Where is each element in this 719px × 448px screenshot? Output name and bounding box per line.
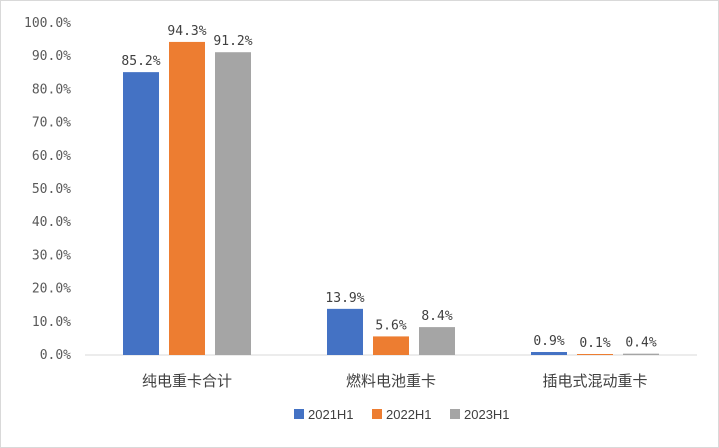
data-label: 0.1%	[579, 336, 610, 351]
data-label: 13.9%	[325, 291, 364, 306]
legend-label: 2021H1	[308, 407, 354, 422]
legend-label: 2023H1	[464, 407, 510, 422]
y-axis: 0.0% 10.0% 20.0% 30.0% 40.0% 50.0% 60.0% 70.0% 8…	[24, 16, 71, 363]
legend-swatch-2021H1	[294, 409, 304, 419]
legend: 2021H1 2022H1 2023H1	[294, 407, 510, 422]
y-tick-label: 0.0%	[40, 348, 71, 363]
bar-2022H1-2	[577, 354, 613, 355]
x-category-label: 插电式混动重卡	[542, 372, 647, 390]
data-label: 0.9%	[533, 334, 564, 349]
legend-swatch-2022H1	[372, 409, 382, 419]
data-label: 8.4%	[421, 309, 452, 324]
y-tick-label: 100.0%	[24, 16, 71, 31]
bar-2021H1-1	[327, 308, 363, 355]
y-tick-label: 20.0%	[32, 282, 71, 297]
data-label: 85.2%	[121, 54, 160, 69]
y-tick-label: 30.0%	[32, 248, 71, 263]
y-tick-label: 40.0%	[32, 215, 71, 230]
bar-2023H1-1	[419, 327, 455, 355]
bar-2022H1-1	[373, 336, 409, 355]
bar-2021H1-2	[531, 352, 567, 355]
bar-2021H1-0	[123, 72, 159, 356]
x-category-label: 纯电重卡合计	[142, 372, 232, 390]
data-label: 94.3%	[167, 24, 206, 39]
bar-2022H1-0	[169, 41, 205, 355]
data-label: 91.2%	[213, 34, 252, 49]
x-category-label: 燃料电池重卡	[346, 372, 436, 390]
bars	[123, 41, 659, 356]
y-tick-label: 60.0%	[32, 149, 71, 164]
y-tick-label: 10.0%	[32, 315, 71, 330]
data-label: 5.6%	[375, 318, 406, 333]
y-tick-label: 50.0%	[32, 182, 71, 197]
legend-swatch-2023H1	[450, 409, 460, 419]
data-labels: 85.2% 94.3% 91.2% 13.9% 5.6% 8.4% 0.9% 0.1% 0.4%	[121, 24, 656, 351]
y-tick-label: 80.0%	[32, 82, 71, 97]
y-tick-label: 70.0%	[32, 116, 71, 131]
bar-2023H1-2	[623, 353, 659, 355]
x-axis-categories: 纯电重卡合计 燃料电池重卡 插电式混动重卡	[142, 372, 648, 390]
data-label: 0.4%	[625, 336, 656, 351]
bar-2023H1-0	[215, 52, 251, 355]
legend-label: 2022H1	[386, 407, 432, 422]
y-tick-label: 90.0%	[32, 49, 71, 64]
